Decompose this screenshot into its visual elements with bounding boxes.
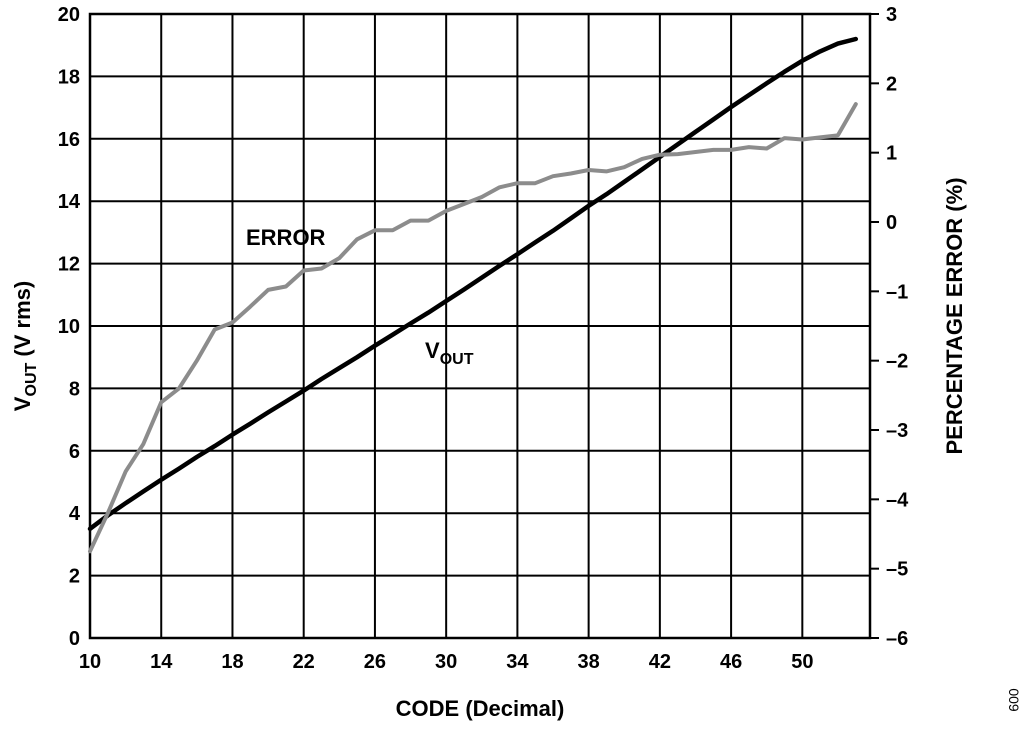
x-tick-label: 42 (649, 651, 671, 673)
x-tick-label: 14 (150, 651, 173, 673)
x-axis-ticks: 10 14 18 22 26 30 34 38 42 46 50 (79, 651, 814, 673)
vout-series-line (87, 36, 859, 532)
y2-tick-label: 3 (886, 4, 897, 26)
y-axis-left-label-rest: (V rms) (10, 281, 35, 363)
x-tick-label: 22 (293, 651, 315, 673)
y2-tick-label: –2 (886, 351, 908, 373)
y-axis-left-label: VOUT (V rms) (10, 281, 40, 411)
y-axis-left-ticks: 0 2 4 6 8 10 12 14 16 18 20 (58, 4, 81, 650)
y2-tick-label: –3 (886, 420, 908, 442)
y-tick-label: 0 (69, 628, 80, 650)
y-tick-label: 10 (58, 316, 80, 338)
x-tick-label: 10 (79, 651, 101, 673)
y-tick-label: 18 (58, 66, 80, 88)
y2-tick-label: –6 (886, 628, 908, 650)
x-tick-label: 34 (506, 651, 529, 673)
vout-annotation-sub: OUT (440, 351, 474, 368)
y-tick-label: 4 (69, 503, 81, 525)
y-tick-label: 2 (69, 566, 80, 588)
figure-id: 009 (1006, 688, 1022, 712)
y-axis-right-ticks: 3 2 1 0 –1 –2 –3 –4 –5 –6 (870, 4, 909, 650)
y2-tick-label: 2 (886, 73, 897, 95)
x-tick-label: 46 (720, 651, 742, 673)
error-series-annotation: ERROR (246, 225, 326, 250)
y2-tick-label: –1 (886, 281, 908, 303)
x-tick-label: 30 (435, 651, 457, 673)
x-tick-label: 38 (578, 651, 600, 673)
y-axis-right-label: PERCENTAGE ERROR (%) (942, 177, 967, 454)
error-series-line (88, 102, 858, 554)
y-tick-label: 16 (58, 129, 80, 151)
y2-tick-label: –4 (886, 489, 909, 511)
y2-tick-label: 0 (886, 212, 897, 234)
y-tick-label: 12 (58, 254, 80, 276)
vout-series-annotation: VOUT (425, 338, 474, 368)
x-tick-label: 26 (364, 651, 386, 673)
y-axis-left-label-main: V (10, 396, 35, 411)
series-group (87, 36, 859, 554)
x-tick-label: 50 (791, 651, 813, 673)
plot-area-frame (88, 12, 872, 640)
x-axis-label: CODE (Decimal) (396, 696, 565, 721)
x-tick-label: 18 (221, 651, 243, 673)
y2-tick-label: 1 (886, 143, 897, 165)
y-tick-label: 20 (58, 4, 80, 26)
y-tick-label: 8 (69, 378, 80, 400)
vout-annotation-main: V (425, 338, 440, 363)
y-tick-label: 14 (58, 191, 81, 213)
grid-lines (90, 14, 870, 638)
y-tick-label: 6 (69, 441, 80, 463)
y-axis-left-label-sub: OUT (23, 363, 40, 397)
y2-tick-label: –5 (886, 559, 908, 581)
